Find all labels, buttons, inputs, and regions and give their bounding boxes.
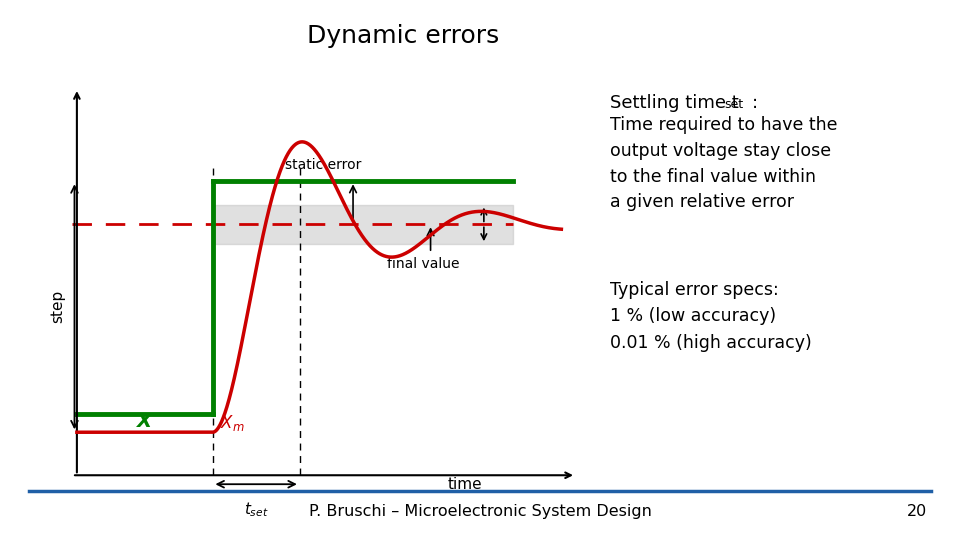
Text: X: X <box>137 412 153 431</box>
Text: P. Bruschi – Microelectronic System Design: P. Bruschi – Microelectronic System Desi… <box>308 504 652 519</box>
Text: Settling time t: Settling time t <box>610 94 738 112</box>
Text: static error: static error <box>285 158 362 172</box>
Text: Time required to have the
output voltage stay close
to the final value within
a : Time required to have the output voltage… <box>610 116 837 211</box>
Text: :: : <box>752 94 757 112</box>
Text: set: set <box>724 98 743 111</box>
Text: time: time <box>447 477 482 492</box>
Text: step: step <box>50 290 64 323</box>
Text: 20: 20 <box>906 504 927 519</box>
Text: Dynamic errors: Dynamic errors <box>307 24 499 48</box>
Text: $X_m$: $X_m$ <box>220 413 245 433</box>
Text: $t_{set}$: $t_{set}$ <box>244 501 269 519</box>
Text: Typical error specs:
1 % (low accuracy)
0.01 % (high accuracy): Typical error specs: 1 % (low accuracy) … <box>610 281 811 352</box>
Text: final value: final value <box>387 256 460 271</box>
